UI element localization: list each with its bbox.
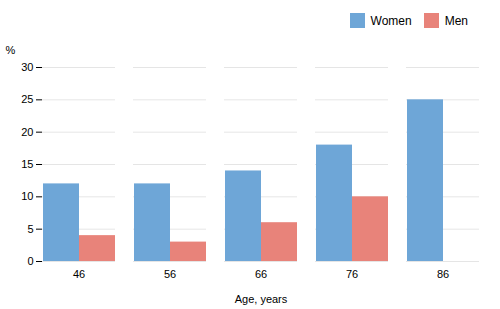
svg-text:25: 25 [21, 93, 33, 105]
svg-text:66: 66 [255, 268, 267, 280]
svg-text:5: 5 [27, 223, 33, 235]
svg-text:46: 46 [73, 268, 85, 280]
svg-text:10: 10 [21, 190, 33, 202]
html-text:Men: Men [444, 13, 468, 28]
svg-text:Age, years: Age, years [235, 293, 288, 305]
html-text:Women: Women [370, 13, 412, 28]
svg-text:30: 30 [21, 61, 33, 73]
svg-text:15: 15 [21, 158, 33, 170]
svg-text:86: 86 [437, 268, 449, 280]
svg-text:76: 76 [346, 268, 358, 280]
svg-text:%: % [6, 44, 16, 56]
svg-text:56: 56 [164, 268, 176, 280]
svg-text:0: 0 [27, 255, 33, 267]
svg-text:20: 20 [21, 126, 33, 138]
